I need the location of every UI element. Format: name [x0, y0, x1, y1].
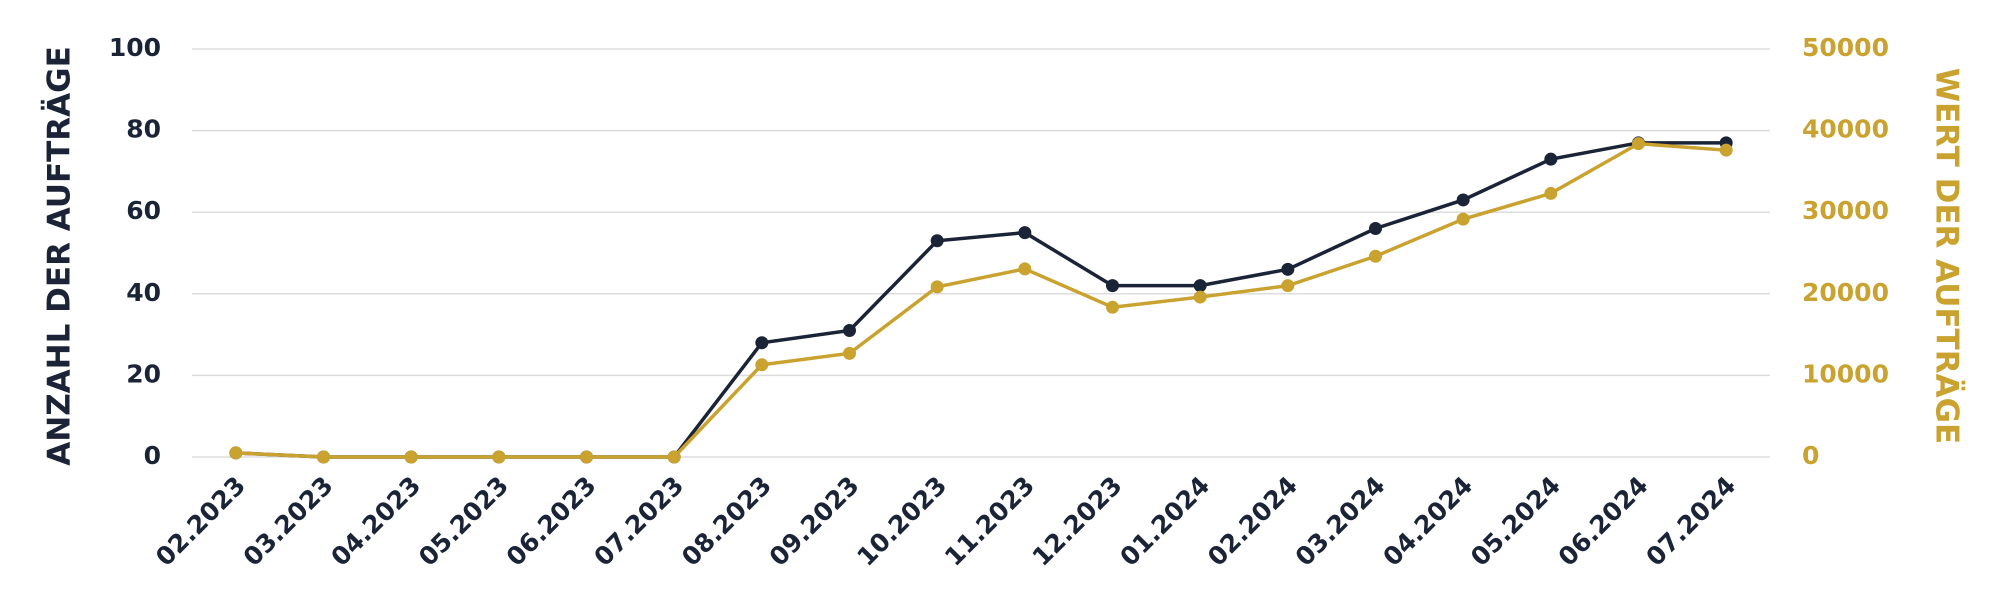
data-point [1193, 279, 1207, 293]
x-tick-label: 06.2023 [501, 471, 602, 572]
data-point [1018, 226, 1032, 240]
y2-axis-title: WERT DER AUFTRÄGE [1929, 68, 1965, 444]
y-tick-label: 100 [109, 33, 161, 62]
x-tick-label: 07.2024 [1640, 471, 1741, 572]
x-tick-label: 01.2024 [1114, 471, 1215, 572]
data-point [1281, 279, 1295, 293]
data-point [1544, 152, 1558, 166]
y2-tick-label: 40000 [1802, 115, 1889, 144]
x-tick-label: 02.2024 [1202, 471, 1303, 572]
x-tick-label: 12.2023 [1027, 471, 1128, 572]
x-tick-label: 02.2023 [150, 471, 251, 572]
data-point [1456, 193, 1470, 207]
data-point [1456, 212, 1470, 226]
data-point [1106, 279, 1119, 293]
series-line [235, 141, 1727, 459]
x-tick-label: 08.2023 [676, 471, 777, 572]
data-point [1281, 262, 1295, 276]
data-point [1719, 143, 1733, 157]
y-tick-label: 80 [126, 115, 161, 144]
x-tick-label: 05.2023 [413, 471, 514, 572]
y-tick-label: 0 [144, 441, 161, 470]
y-tick-label: 60 [126, 196, 161, 225]
y2-tick-label: 50000 [1802, 33, 1889, 62]
data-point [930, 234, 944, 248]
data-point [843, 324, 856, 338]
y-tick-label: 40 [126, 278, 161, 307]
data-point [930, 280, 944, 294]
data-point [843, 346, 856, 360]
data-point [1106, 300, 1119, 314]
data-point [755, 336, 769, 350]
data-point [1369, 249, 1382, 263]
data-point [492, 450, 506, 464]
data-point [1369, 222, 1382, 236]
data-point [1544, 186, 1558, 200]
x-tick-label: 11.2023 [939, 471, 1040, 572]
data-point [1632, 137, 1645, 151]
y2-tick-label: 20000 [1802, 278, 1889, 307]
x-tick-label: 04.2024 [1377, 471, 1478, 572]
data-point [229, 446, 243, 460]
data-point [1018, 262, 1032, 276]
x-tick-label: 09.2023 [764, 471, 865, 572]
y-tick-label: 20 [126, 359, 161, 388]
x-tick-label: 03.2024 [1290, 471, 1391, 572]
x-tick-label: 06.2024 [1553, 471, 1654, 572]
y2-tick-label: 30000 [1802, 196, 1889, 225]
data-point [404, 450, 418, 464]
y-axis-title: ANZAHL DER AUFTRÄGE [42, 46, 78, 465]
y2-tick-label: 0 [1802, 441, 1819, 470]
data-point [1193, 290, 1207, 304]
x-tick-label: 07.2023 [588, 471, 689, 572]
data-point [667, 450, 681, 464]
data-point [580, 450, 593, 464]
data-point [317, 450, 330, 464]
series-line [235, 141, 1727, 459]
x-tick-label: 10.2023 [851, 471, 952, 572]
x-tick-label: 04.2023 [325, 471, 426, 572]
x-tick-label: 03.2023 [238, 471, 339, 572]
data-point [755, 358, 769, 372]
x-tick-label: 05.2024 [1465, 471, 1566, 572]
y2-tick-label: 10000 [1802, 359, 1889, 388]
